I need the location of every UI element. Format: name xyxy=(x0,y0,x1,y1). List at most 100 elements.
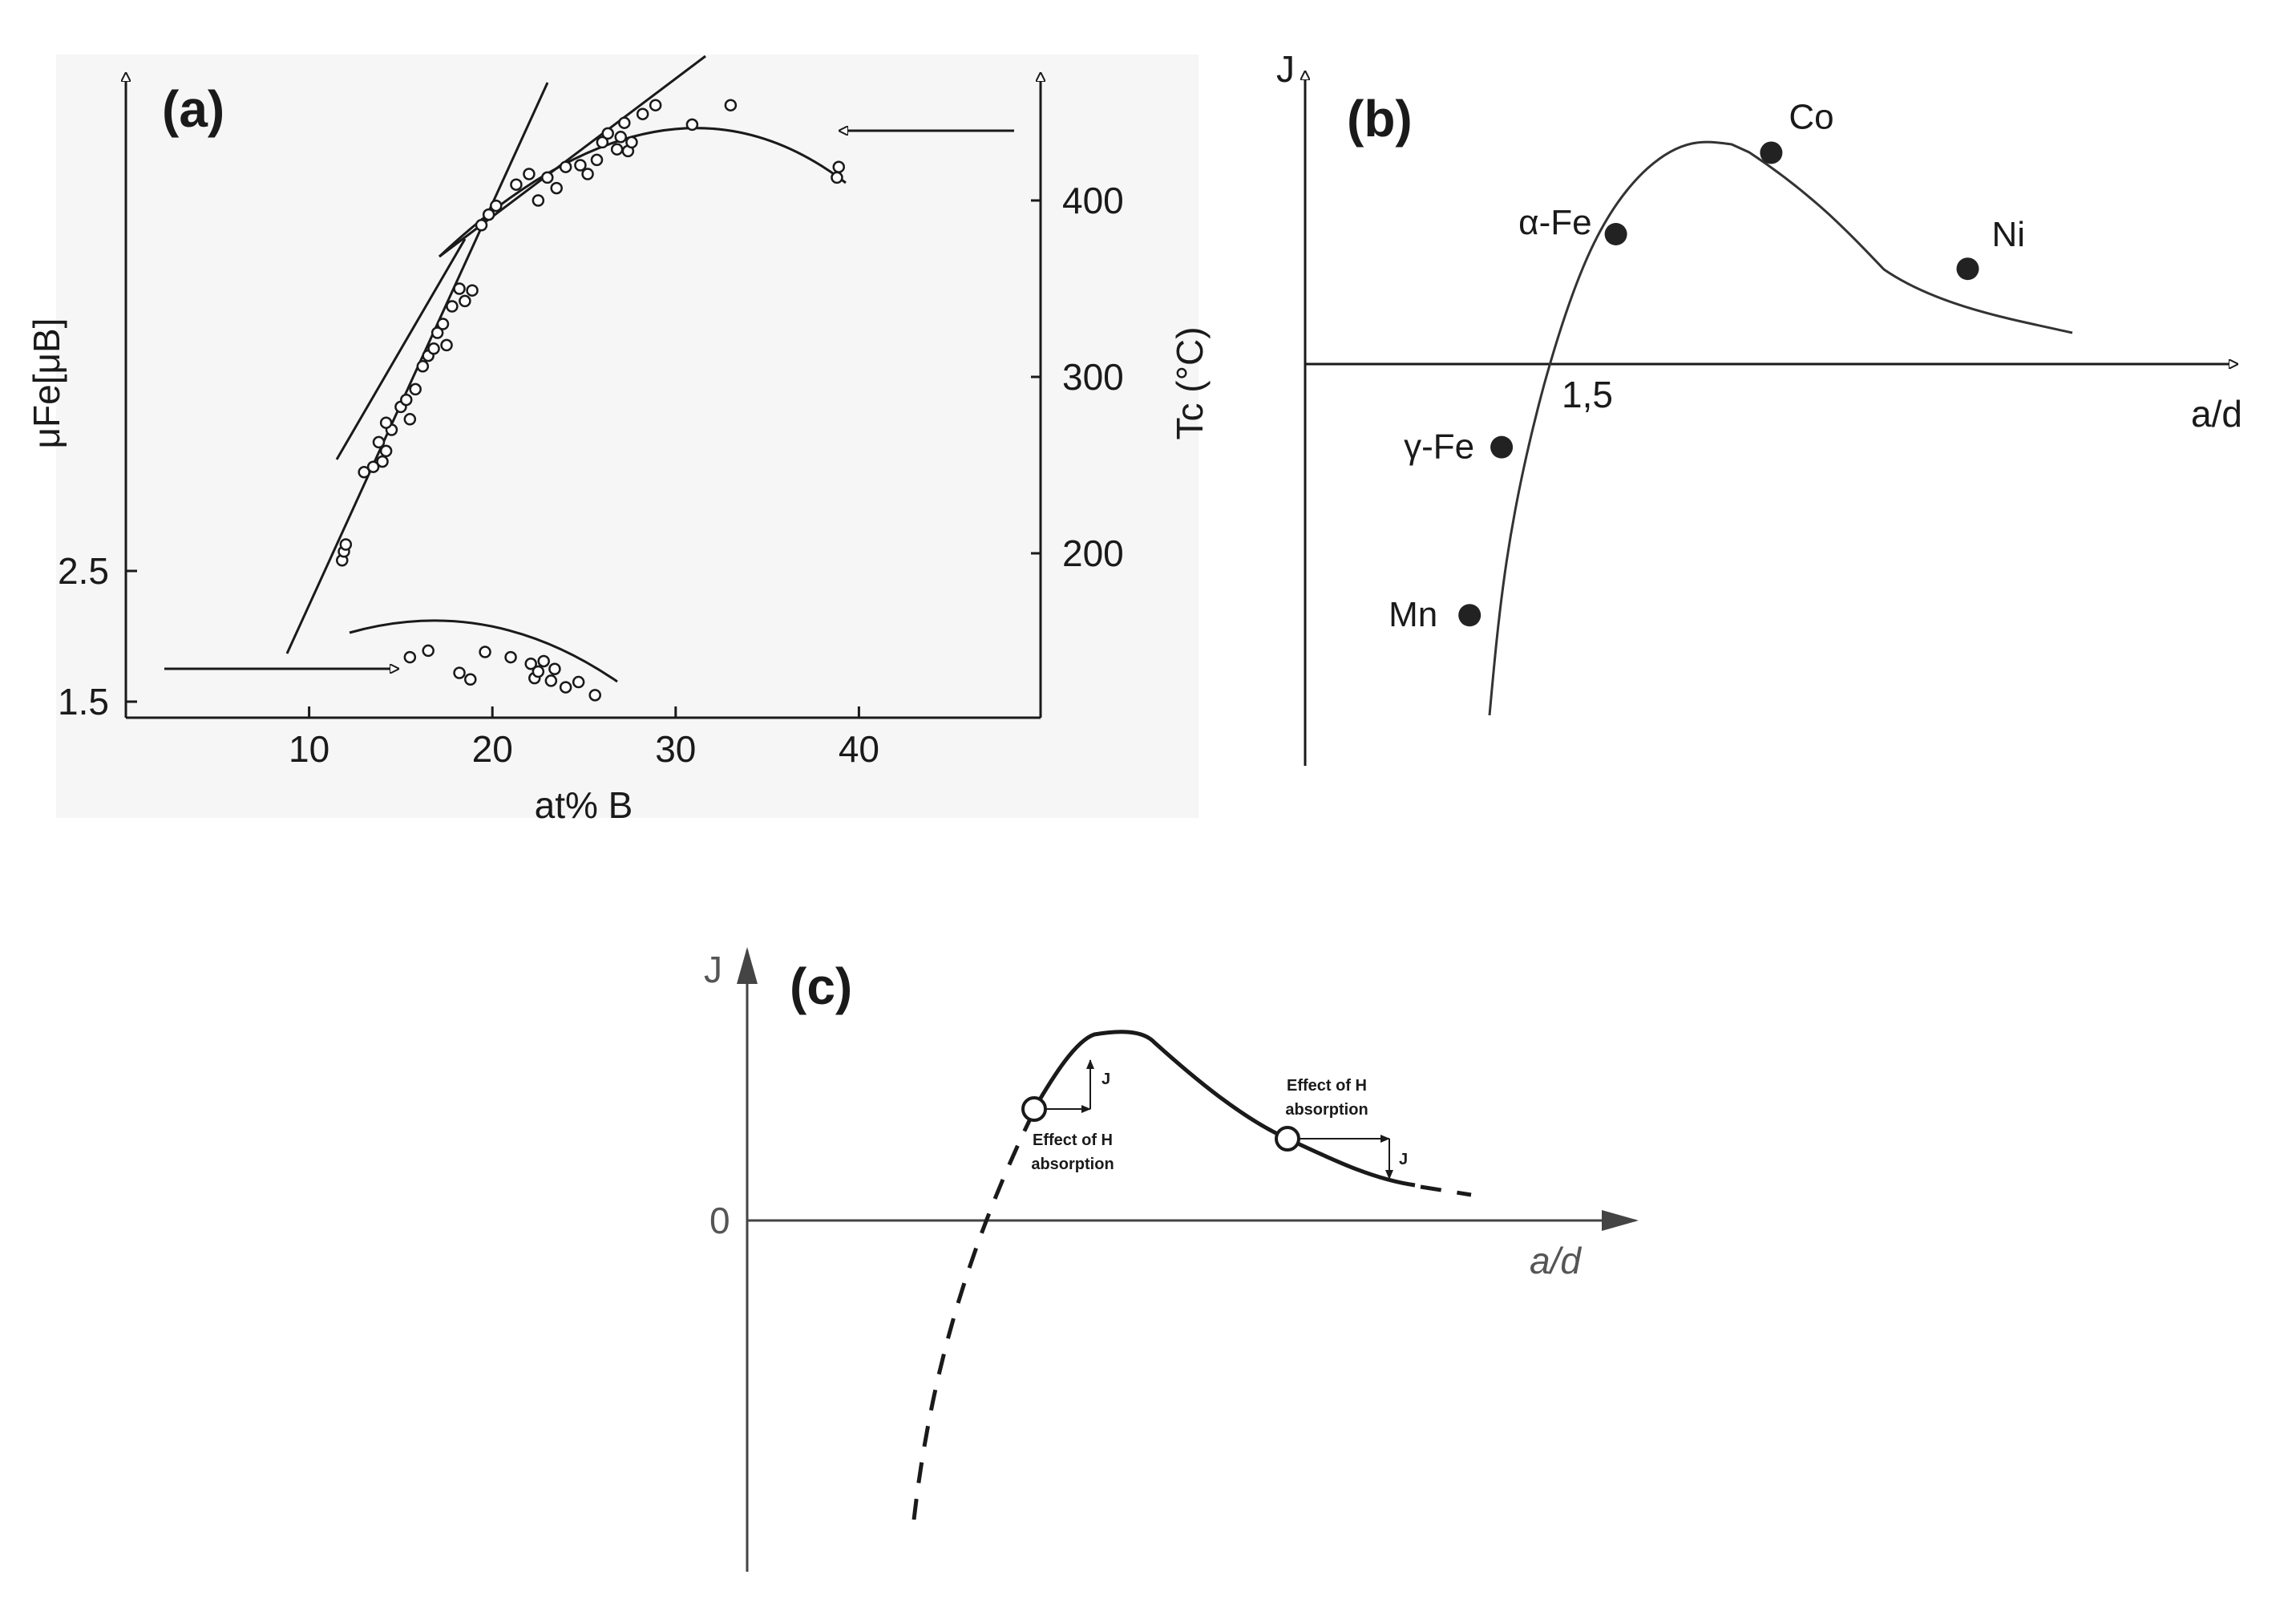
panel-a-right-tick-label: 300 xyxy=(1062,356,1124,398)
panel-a-tc-point xyxy=(466,284,479,297)
panel-a-x-tick-label: 20 xyxy=(472,728,513,770)
panel-c-right-j-label: J xyxy=(1399,1151,1408,1168)
panel-c-solid-curve xyxy=(1032,1030,1416,1188)
panel-a-moment-point xyxy=(544,674,558,687)
panel-a-tc-point xyxy=(636,107,649,120)
panel-a-tc-point xyxy=(339,538,353,551)
panel-a-tc-point xyxy=(490,199,503,213)
panel-a-moment-point xyxy=(504,650,517,664)
panel-b-point-label: Ni xyxy=(1992,215,2026,254)
panel-c-y-axis-title: J xyxy=(704,949,722,990)
panel-a-tc-point xyxy=(372,435,386,449)
panel-a-tc-point xyxy=(685,118,699,132)
panel-a-tc-point xyxy=(523,168,536,180)
panel-b-point-co xyxy=(1760,141,1783,164)
panel-b-points: Mn γ-Fe α-Fe Co Ni xyxy=(1389,97,2025,634)
panel-b-point-label: Co xyxy=(1789,97,1833,136)
panel-a-x-tick-label: 30 xyxy=(655,728,696,770)
panel-a-label: (a) xyxy=(162,80,224,138)
panel-a-tc-point xyxy=(376,455,389,468)
panel-a-tc-point xyxy=(724,99,738,111)
panel-b-x-axis-title: a/d xyxy=(2191,393,2242,435)
panel-c-x-axis-title: a/d xyxy=(1530,1240,1582,1281)
panel-a-moment-point xyxy=(524,657,537,670)
panel-c-label: (c) xyxy=(790,957,852,1015)
panel-a-right-ticks: 200 300 400 xyxy=(1031,180,1124,574)
panel-a: (a) 10 20 30 40 200 300 400 1.5 2.5 at% B μFe[… xyxy=(26,55,1211,826)
panel-a-tc-point xyxy=(459,294,471,308)
panel-c-left-note-line1: Effect of H xyxy=(1033,1131,1113,1149)
panel-a-x-axis-title: at% B xyxy=(535,784,633,826)
panel-b-label: (b) xyxy=(1347,90,1413,148)
panel-a-tc-point xyxy=(610,143,624,156)
panel-a-tc-point xyxy=(475,219,488,232)
panel-c-dashed-tail xyxy=(1420,1184,1472,1197)
panel-a-tc-point xyxy=(550,181,563,195)
panel-a-tc-middle-line xyxy=(335,238,467,460)
panel-a-tc-point xyxy=(358,466,370,479)
panel-a-tc-point xyxy=(581,168,594,180)
panel-a-x-tick-label: 10 xyxy=(289,728,329,770)
panel-c-left-note-line2: absorption xyxy=(1031,1156,1114,1173)
panel-a-tc-point xyxy=(601,127,614,140)
panel-a-moment-point xyxy=(464,673,477,686)
panel-c-left-j-label: J xyxy=(1102,1071,1110,1088)
panel-a-x-tick-label: 40 xyxy=(839,728,879,770)
panel-a-points xyxy=(335,99,846,702)
panel-c-dashed-lower-curve xyxy=(912,1109,1037,1520)
panel-b-curve xyxy=(1488,140,2073,716)
panel-a-tc-point xyxy=(596,136,609,149)
panel-b-y-axis-title: J xyxy=(1276,48,1295,90)
panel-a-tc-point xyxy=(366,460,380,473)
panel-a-x-ticks: 10 20 30 40 xyxy=(289,706,879,770)
panel-a-right-axis-title: Tc (°C) xyxy=(1169,326,1211,439)
panel-a-tc-point xyxy=(574,159,587,172)
panel-a-tc-point xyxy=(832,160,846,173)
panel-a-tc-point xyxy=(409,383,422,396)
panel-a-tc-point xyxy=(831,171,843,184)
panel-a-tc-point xyxy=(532,194,545,207)
panel-a-tc-point xyxy=(440,338,453,352)
panel-a-right-tick-label: 400 xyxy=(1062,180,1124,221)
panel-a-tc-point xyxy=(618,116,631,129)
panel-a-right-tick-label: 200 xyxy=(1062,532,1124,574)
panel-a-moment-point xyxy=(532,665,545,678)
panel-a-moment-fit-curve xyxy=(349,619,618,683)
panel-a-tc-point xyxy=(559,160,572,173)
panel-a-tc-point xyxy=(446,300,459,313)
panel-a-tc-point xyxy=(590,153,604,167)
panel-a-tc-point xyxy=(541,171,554,184)
panel-a-tc-point xyxy=(436,318,450,330)
panel-c-right-note-line1: Effect of H xyxy=(1287,1077,1367,1095)
panel-c: (c) J a/d 0 J Effect of H absorption J E… xyxy=(704,947,1639,1572)
panel-a-tc-point xyxy=(403,413,417,426)
panel-a-tc-point xyxy=(614,131,627,144)
panel-a-left-tick-label: 2.5 xyxy=(58,550,109,592)
panel-a-moment-point xyxy=(479,646,491,658)
panel-a-moment-point xyxy=(537,654,550,668)
panel-a-moment-point xyxy=(588,689,601,702)
panel-a-moment-point xyxy=(422,644,435,658)
panel-a-tc-point xyxy=(400,393,413,407)
panel-a-tc-point xyxy=(510,178,523,191)
panel-a-moment-point xyxy=(548,662,561,675)
panel-c-right-note-line2: absorption xyxy=(1285,1101,1368,1119)
panel-b-x-tick-label: 1,5 xyxy=(1562,374,1613,415)
panel-a-tc-point xyxy=(430,326,444,339)
panel-a-left-tick-label: 1.5 xyxy=(58,681,109,723)
panel-b-point-label: α-Fe xyxy=(1518,203,1591,242)
panel-a-tc-point xyxy=(379,444,393,458)
panel-c-right-marker xyxy=(1275,1126,1300,1152)
panel-a-moment-point xyxy=(559,681,572,694)
panel-b-point-fe xyxy=(1490,435,1514,459)
panel-a-tc-point xyxy=(453,282,466,295)
panel-a-tc-point xyxy=(427,342,440,355)
panel-a-background xyxy=(56,55,1199,818)
panel-a-left-ticks: 1.5 2.5 xyxy=(58,550,137,723)
panel-c-zero-tick: 0 xyxy=(709,1200,730,1241)
panel-b-point-label: γ-Fe xyxy=(1404,427,1474,467)
panel-a-tc-point xyxy=(649,99,662,111)
panel-c-left-marker xyxy=(1021,1096,1047,1122)
panel-a-left-axis-title: μFe[μB] xyxy=(26,318,67,449)
